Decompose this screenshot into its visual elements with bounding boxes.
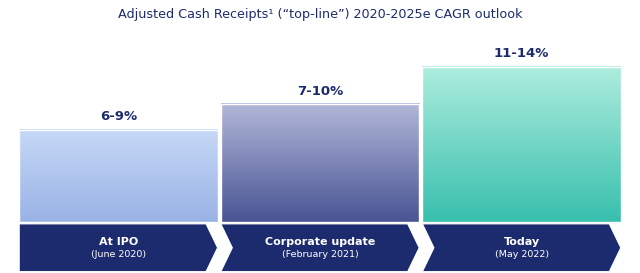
Text: Today: Today [504,237,540,247]
Polygon shape [422,224,621,272]
Polygon shape [221,224,419,272]
Text: 11-14%: 11-14% [494,47,549,60]
Text: Corporate update: Corporate update [265,237,375,247]
Text: (June 2020): (June 2020) [91,250,146,259]
Polygon shape [19,224,218,272]
Text: (February 2021): (February 2021) [282,250,358,259]
Bar [19,129,218,222]
Text: At IPO: At IPO [99,237,138,247]
Bar [221,105,419,222]
Text: (May 2022): (May 2022) [495,250,548,259]
Text: Adjusted Cash Receipts¹ (“top-line”) 2020-2025e CAGR outlook: Adjusted Cash Receipts¹ (“top-line”) 202… [118,8,522,21]
Bar [422,67,621,222]
Text: 7-10%: 7-10% [297,85,343,98]
Text: 6-9%: 6-9% [100,110,137,123]
